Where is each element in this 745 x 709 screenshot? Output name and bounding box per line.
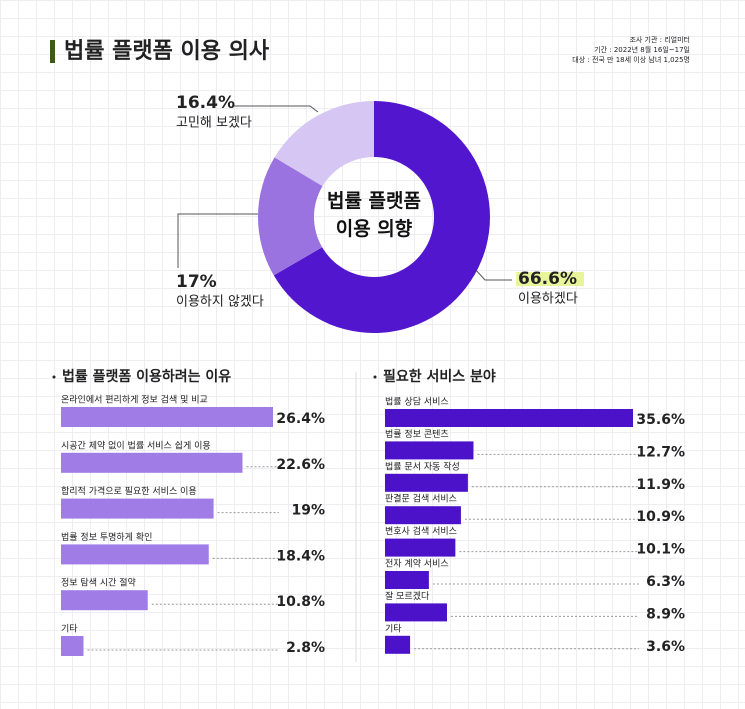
donut-center: 법률 플랫폼 이용 의향 [326,190,421,240]
leader-line [177,213,258,268]
section-dot [52,375,56,379]
source-line: 기간 : 2022년 8월 16일~17일 [594,45,690,54]
bar [385,603,447,622]
bar [385,635,411,654]
value-label: 19% [291,503,325,519]
category-label: 변호사 검색 서비스 [385,525,457,537]
donut-slice [258,157,323,276]
section-title: 필요한 서비스 분야 [383,368,496,385]
donut-slice [274,101,374,187]
bar [385,538,456,557]
title-marker [50,40,55,63]
category-label: 법률 문서 자동 작성 [385,461,460,472]
category-label: 온라인에서 편리하게 정보 검색 및 비교 [61,394,208,406]
section-dot [373,375,377,379]
category-label: 정보 탐색 시간 절약 [61,577,136,589]
value-label: 66.6% [518,269,577,289]
section-title: 법률 플랫폼 이용하려는 이유 [62,368,231,385]
bar [385,506,461,525]
leader-line [473,267,512,281]
value-label: 22.6% [276,457,325,473]
category-label: 법률 정보 투명하게 확인 [61,531,152,543]
donut-title: 법률 플랫폼 이용 의향 [326,190,421,240]
page-title: 법률 플랫폼 이용 의사 [64,39,270,64]
value-label: 10.1% [636,542,685,558]
bar [385,441,474,460]
bar [61,407,273,427]
value-label: 10.9% [636,509,685,525]
value-label: 35.6% [636,412,685,428]
bar [61,636,84,656]
source-line: 대상 : 전국 만 18세 이상 남녀 1,025명 [572,55,690,64]
bar [385,473,468,492]
bar [385,571,429,589]
category-label: 이용하겠다 [518,292,578,307]
value-label: 6.3% [646,574,685,590]
value-label: 26.4% [276,411,325,427]
value-label: 12.7% [636,444,685,460]
bar [385,409,633,427]
category-label: 합리적 가격으로 필요한 서비스 이용 [61,485,197,497]
category-label: 고민해 보겠다 [176,116,252,131]
value-label: 16.4% [176,93,235,113]
highlight [516,272,584,286]
donut-slice [273,101,490,333]
bar [61,498,214,519]
category-label: 이용하지 않겠다 [176,295,264,310]
bar [61,590,148,611]
category-label: 판결문 검색 서비스 [385,493,457,505]
value-label: 10.8% [276,594,325,610]
category-label: 잘 모르겠다 [385,590,430,602]
value-label: 11.9% [636,477,685,493]
category-label: 기타 [61,624,78,635]
category-label: 시공간 제약 없이 법률 서비스 쉽게 이용 [61,439,211,451]
category-label: 법률 상담 서비스 [385,396,449,408]
leader-line [232,105,319,113]
bar [61,544,209,565]
category-label: 전자 계약 서비스 [385,558,449,570]
source-line: 조사 기관 : 리얼미터 [629,35,690,44]
bar [61,452,243,473]
category-label: 법률 정보 콘텐츠 [385,429,449,440]
category-label: 기타 [385,623,402,634]
value-label: 18.4% [276,548,325,564]
value-label: 2.8% [286,640,325,656]
value-label: 3.6% [646,639,685,655]
value-label: 8.9% [646,606,685,622]
value-label: 17% [176,272,217,292]
